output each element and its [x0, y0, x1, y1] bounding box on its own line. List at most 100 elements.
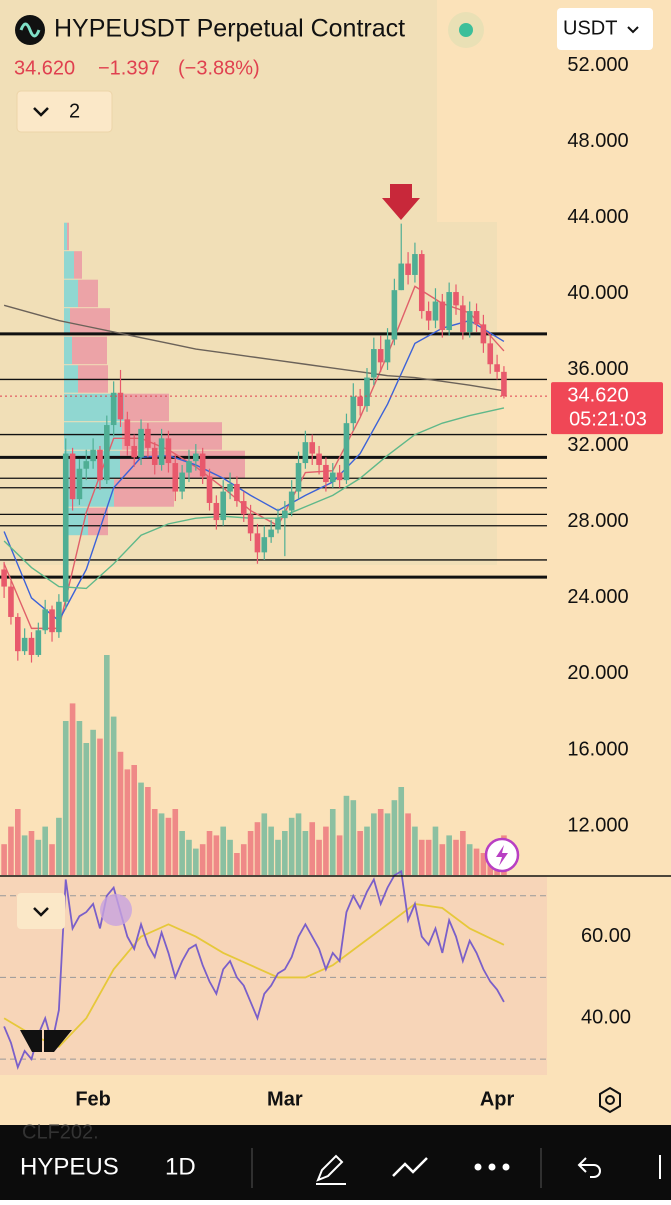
candle-body — [254, 533, 261, 553]
candle-body — [227, 483, 233, 492]
candle-body — [117, 392, 124, 420]
volume-bar — [275, 839, 281, 875]
volume-bar — [21, 835, 28, 875]
candle-body — [336, 472, 343, 481]
rsi-tick-label: 40.00 — [581, 1007, 631, 1029]
draw-tool[interactable] — [316, 1154, 346, 1185]
indicator-toggle[interactable] — [16, 90, 113, 133]
symbol[interactable]: HYPEUS — [20, 1153, 119, 1180]
candle-body — [323, 464, 329, 483]
candle-body — [97, 449, 103, 481]
volume-bar — [480, 853, 487, 875]
rsi-line — [3, 869, 505, 1070]
candle-body — [412, 254, 418, 275]
candle-body — [405, 263, 411, 275]
volume-bar — [213, 835, 220, 875]
volume-bar — [425, 839, 432, 875]
profile-sell — [72, 336, 107, 365]
volume-bar — [138, 782, 144, 875]
volume-bar — [240, 844, 247, 875]
profile-sell — [67, 222, 69, 251]
volume-bar — [439, 844, 446, 875]
volume-bar — [42, 826, 48, 875]
volume-bar — [124, 769, 131, 875]
volume-bar — [145, 787, 151, 875]
candle-body — [275, 518, 281, 530]
more[interactable] — [474, 1163, 482, 1171]
currency[interactable]: USDT — [563, 17, 617, 39]
indicator-count: 2 — [69, 100, 80, 122]
alert-icon[interactable] — [100, 894, 132, 926]
faded-symbol: CLF202. — [22, 1121, 99, 1143]
candle-body — [329, 472, 336, 483]
candle-body — [172, 463, 179, 492]
candle-body — [158, 438, 165, 465]
candle-body — [316, 453, 322, 465]
interval[interactable]: 1D — [165, 1153, 196, 1180]
volume-bar — [83, 743, 90, 875]
volume-bar — [62, 721, 69, 875]
volume-bar — [28, 831, 35, 875]
x-tick-label: Feb — [75, 1088, 111, 1110]
profile-buy — [64, 279, 78, 308]
volume-bar — [323, 826, 329, 875]
volume-bar — [453, 839, 459, 875]
candle-body — [1, 569, 7, 587]
candle-body — [418, 254, 425, 312]
tv-logo — [20, 1030, 72, 1052]
chevron — [33, 907, 49, 917]
volume-bar — [398, 787, 405, 875]
x-tick-label: Apr — [480, 1088, 515, 1110]
candle-body — [206, 476, 213, 503]
volume-bar — [165, 817, 172, 875]
indicator-tool[interactable] — [392, 1157, 428, 1177]
rsi-toggle[interactable] — [17, 893, 65, 929]
chevron — [627, 26, 639, 34]
y-tick-label: 16.000 — [567, 738, 628, 760]
candle-body — [446, 292, 452, 331]
volume-bar — [309, 822, 316, 875]
y-tick-label: 52.000 — [567, 54, 628, 76]
volume-bar — [8, 826, 14, 875]
moving-average — [3, 304, 505, 392]
volume-bar — [316, 839, 322, 875]
y-tick-label: 36.000 — [567, 358, 628, 380]
candle-body — [28, 637, 35, 655]
candle-body — [145, 428, 151, 448]
volume-bar — [364, 826, 370, 875]
volume-bar — [186, 839, 192, 875]
y-tick-label: 20.000 — [567, 662, 628, 684]
candle-body — [460, 305, 466, 332]
change: −1.397 — [98, 57, 160, 79]
volume-bar — [371, 813, 377, 875]
price-tag-price: 34.620 — [567, 384, 628, 406]
volume-bar — [193, 848, 199, 875]
volume-bar — [268, 826, 274, 875]
volume-bar — [377, 809, 384, 875]
volume-bar — [199, 844, 206, 875]
candle-body — [35, 630, 42, 655]
volume-bar — [254, 822, 261, 875]
undo[interactable] — [577, 1157, 601, 1178]
candle-body — [124, 419, 131, 446]
candle-body — [8, 586, 14, 617]
candle-body — [104, 425, 110, 481]
profile-sell — [114, 479, 174, 507]
candle-body — [151, 447, 158, 465]
volume-bar — [206, 831, 213, 875]
candle-body — [357, 396, 363, 407]
candle-body — [432, 301, 439, 321]
candle-body — [213, 502, 220, 521]
candle-body — [179, 472, 185, 492]
x-tick-label: Mar — [267, 1088, 303, 1110]
settings[interactable] — [599, 1086, 621, 1114]
volume-bar — [90, 729, 96, 875]
candle-body — [83, 461, 90, 469]
candle-body — [391, 290, 398, 340]
volume-bar — [104, 655, 110, 875]
candle-body — [501, 371, 507, 397]
candle-body — [220, 491, 227, 521]
candle-body — [110, 392, 117, 426]
candle-body — [398, 263, 405, 291]
currency-select[interactable] — [557, 8, 653, 50]
